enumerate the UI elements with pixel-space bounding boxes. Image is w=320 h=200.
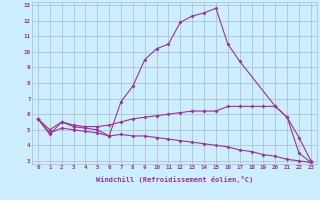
X-axis label: Windchill (Refroidissement éolien,°C): Windchill (Refroidissement éolien,°C): [96, 176, 253, 183]
